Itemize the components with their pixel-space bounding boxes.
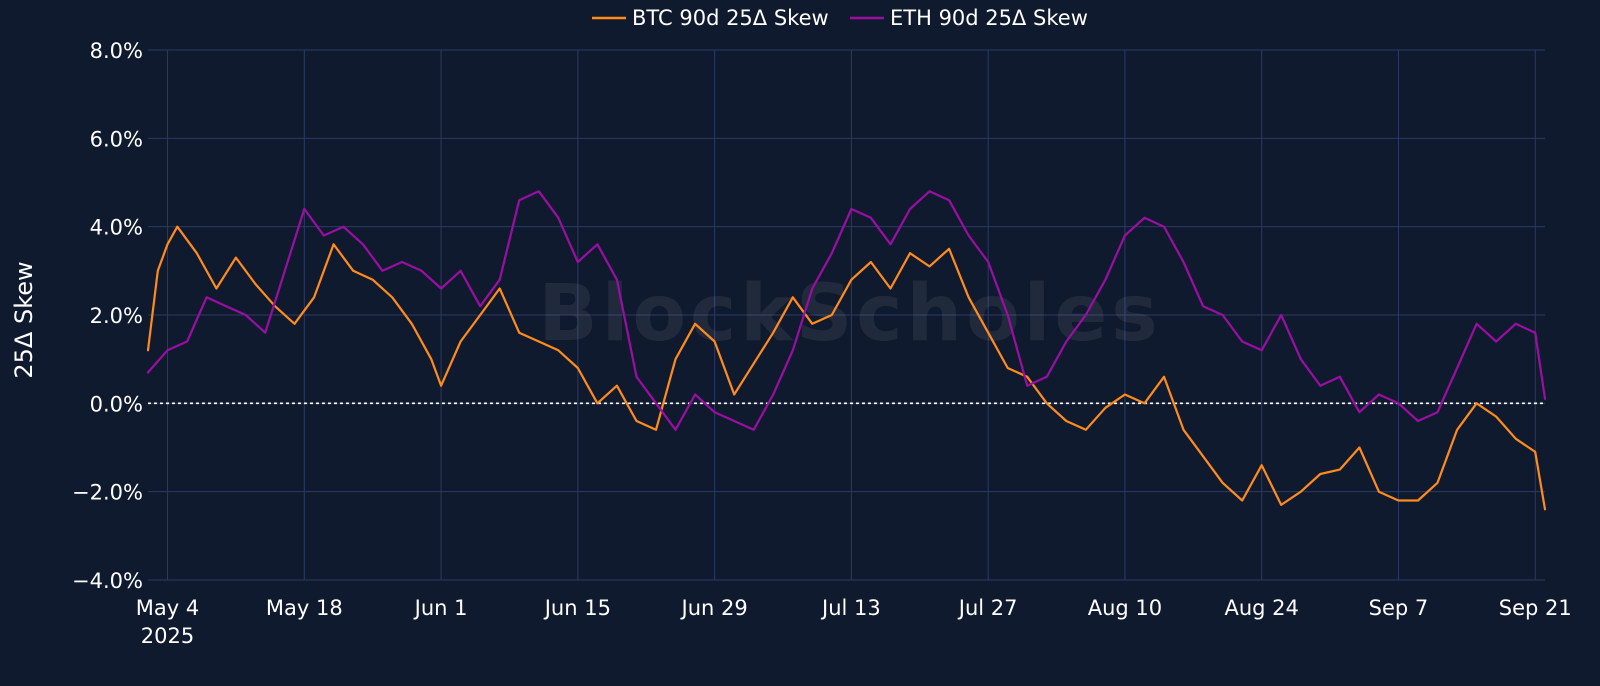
series-line-btc <box>146 225 1547 511</box>
y-tick-label: 2.0% <box>90 304 143 328</box>
x-tick-label: Jun 29 <box>680 596 748 620</box>
series-line-eth <box>146 190 1547 431</box>
legend-item-eth[interactable]: ETH 90d 25Δ Skew <box>850 6 1088 30</box>
x-tick-label: Sep 7 <box>1369 596 1429 620</box>
legend-item-btc[interactable]: BTC 90d 25Δ Skew <box>592 6 829 30</box>
x-tick-label: Jul 27 <box>957 596 1018 620</box>
y-axis-title: 25Δ Skew <box>10 261 38 378</box>
y-tick-label: −2.0% <box>72 481 143 505</box>
y-axis: −4.0% −2.0% 0.0% 2.0% 4.0% 6.0% 8.0% <box>72 39 143 593</box>
legend[interactable]: BTC 90d 25Δ Skew ETH 90d 25Δ Skew <box>592 6 1088 30</box>
x-tick-label: Aug 10 <box>1088 596 1162 620</box>
x-tick-year-label: 2025 <box>141 624 194 648</box>
x-tick-label: May 18 <box>266 596 343 620</box>
x-tick-label: Jun 15 <box>543 596 611 620</box>
x-axis: May 4 May 18 Jun 1 Jun 15 Jun 29 Jul 13 Jul 27… <box>136 596 1572 648</box>
x-tick-label: Jul 13 <box>820 596 881 620</box>
y-tick-label: 0.0% <box>90 392 143 416</box>
y-tick-label: −4.0% <box>72 569 143 593</box>
y-tick-label: 6.0% <box>90 127 143 151</box>
y-tick-label: 8.0% <box>90 39 143 63</box>
legend-label: BTC 90d 25Δ Skew <box>632 6 829 30</box>
x-tick-label: Sep 21 <box>1499 596 1572 620</box>
series-layer <box>146 190 1547 511</box>
grid <box>148 49 1545 581</box>
legend-label: ETH 90d 25Δ Skew <box>890 6 1088 30</box>
y-tick-label: 4.0% <box>90 216 143 240</box>
x-tick-label: May 4 <box>136 596 199 620</box>
x-tick-label: Aug 24 <box>1224 596 1298 620</box>
x-tick-label: Jun 1 <box>413 596 468 620</box>
